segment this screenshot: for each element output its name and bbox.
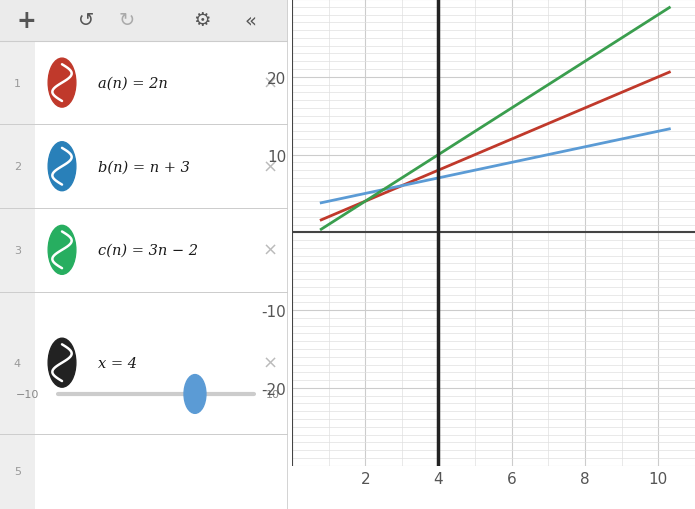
- FancyBboxPatch shape: [0, 209, 288, 292]
- Text: ×: ×: [262, 158, 277, 176]
- FancyBboxPatch shape: [0, 434, 35, 509]
- Circle shape: [48, 226, 76, 275]
- Circle shape: [184, 375, 206, 413]
- Text: ↻: ↻: [119, 11, 135, 31]
- FancyBboxPatch shape: [0, 292, 288, 434]
- Text: 3: 3: [14, 245, 21, 256]
- Text: ×: ×: [262, 241, 277, 259]
- Circle shape: [48, 143, 76, 191]
- Text: 1: 1: [14, 78, 21, 89]
- Circle shape: [48, 59, 76, 108]
- FancyBboxPatch shape: [0, 125, 288, 209]
- Circle shape: [48, 338, 76, 387]
- Text: 2: 2: [14, 162, 21, 172]
- Text: a(n) = 2n: a(n) = 2n: [98, 76, 167, 91]
- FancyBboxPatch shape: [0, 292, 35, 434]
- Text: 4: 4: [14, 358, 21, 368]
- Text: x = 4: x = 4: [98, 356, 137, 370]
- Text: ⚙: ⚙: [193, 11, 211, 31]
- FancyBboxPatch shape: [0, 0, 288, 42]
- Text: c(n) = 3n − 2: c(n) = 3n − 2: [98, 243, 198, 258]
- Text: ↺: ↺: [79, 11, 95, 31]
- Text: 5: 5: [14, 466, 21, 476]
- Text: ×: ×: [262, 354, 277, 372]
- FancyBboxPatch shape: [0, 42, 35, 125]
- FancyBboxPatch shape: [0, 125, 35, 209]
- FancyBboxPatch shape: [0, 434, 288, 509]
- Text: 10: 10: [265, 389, 279, 399]
- Text: b(n) = n + 3: b(n) = n + 3: [98, 160, 190, 174]
- Text: +: +: [16, 9, 36, 33]
- Text: −10: −10: [15, 389, 39, 399]
- Text: «: «: [245, 11, 257, 31]
- FancyBboxPatch shape: [0, 209, 35, 292]
- Text: ×: ×: [262, 74, 277, 93]
- FancyBboxPatch shape: [0, 42, 288, 125]
